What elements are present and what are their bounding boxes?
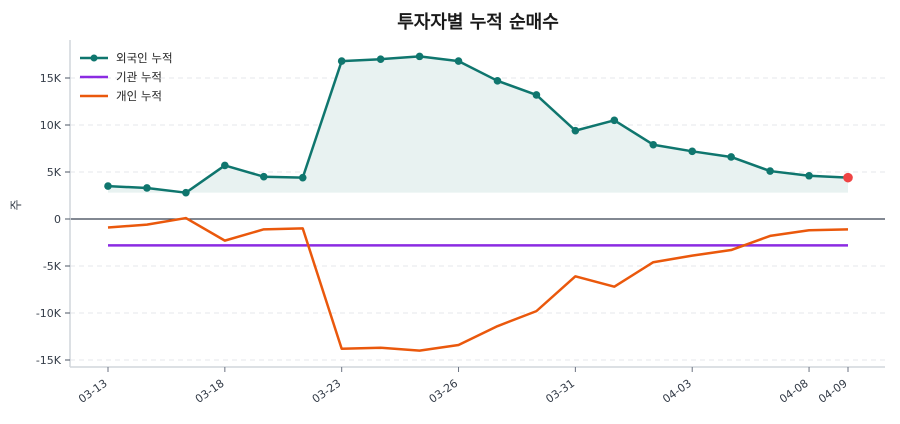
legend-marker-icon (90, 54, 98, 62)
data-point[interactable] (337, 57, 346, 65)
data-point[interactable] (727, 153, 735, 161)
data-point[interactable] (649, 140, 658, 149)
y-tick-label: 15K (40, 72, 62, 85)
y-axis-ticks: -15K -10K -5K 0 5K 10K 15K (36, 72, 70, 367)
data-point[interactable] (610, 116, 619, 125)
legend-label: 기관 누적 (116, 70, 162, 84)
legend-item-institution[interactable]: 기관 누적 (80, 70, 162, 84)
x-tick-label: 03-31 (543, 377, 577, 406)
highlight-point[interactable] (843, 172, 853, 183)
x-tick-label: 03-13 (76, 377, 110, 406)
y-tick-label: 5K (47, 166, 62, 179)
area-fill (108, 56, 848, 193)
x-axis-ticks: 03-13 03-18 03-23 03-26 03-31 04-03 04-08 04-09 (76, 367, 850, 406)
data-point[interactable] (688, 147, 697, 156)
x-tick-label: 04-08 (777, 377, 811, 406)
data-point[interactable] (259, 172, 268, 181)
series-lines (104, 52, 853, 352)
y-tick-label: 10K (40, 119, 62, 132)
legend-item-individual[interactable]: 개인 누적 (80, 89, 162, 103)
y-tick-label: -5K (43, 260, 62, 273)
x-tick-label: 04-09 (816, 377, 850, 406)
y-tick-label: 0 (54, 213, 61, 226)
data-point[interactable] (415, 52, 424, 61)
x-tick-label: 03-18 (193, 377, 227, 406)
data-point[interactable] (493, 77, 502, 85)
legend-label: 개인 누적 (116, 89, 162, 103)
data-point[interactable] (298, 173, 307, 182)
data-point[interactable] (571, 126, 580, 135)
data-point[interactable] (454, 57, 463, 65)
y-axis-label: 주 (9, 199, 23, 210)
chart-title: 투자자별 누적 순매수 (397, 12, 559, 33)
x-tick-label: 04-03 (660, 377, 694, 406)
series-line (107, 55, 849, 194)
foreign-area (108, 56, 848, 193)
data-point[interactable] (143, 184, 151, 192)
x-tick-label: 03-23 (310, 377, 344, 406)
legend: 외국인 누적 기관 누적 개인 누적 (80, 51, 173, 103)
y-tick-label: -15K (36, 354, 62, 367)
data-point[interactable] (805, 171, 813, 180)
data-point[interactable] (104, 182, 112, 190)
y-tick-label: -10K (36, 307, 62, 320)
data-point[interactable] (766, 167, 774, 175)
series-line (107, 216, 849, 352)
legend-label: 외국인 누적 (116, 51, 173, 65)
x-tick-label: 03-26 (427, 377, 461, 406)
data-point[interactable] (182, 188, 190, 197)
data-point[interactable] (376, 55, 385, 63)
data-point[interactable] (221, 161, 229, 170)
data-point[interactable] (532, 91, 541, 99)
legend-item-foreign[interactable]: 외국인 누적 (80, 51, 173, 65)
